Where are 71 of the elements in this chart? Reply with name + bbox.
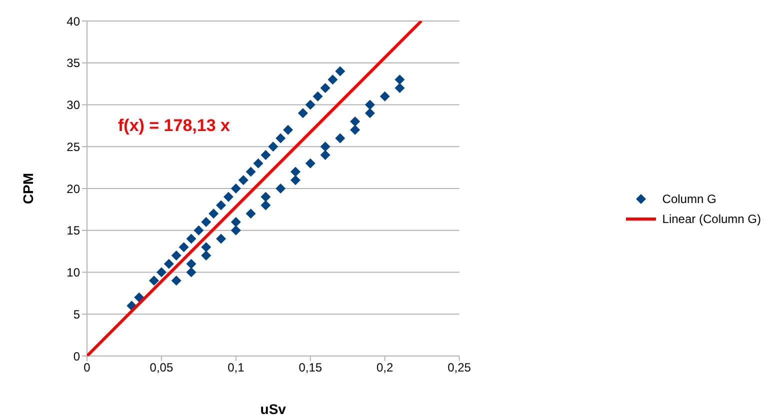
point <box>134 292 144 302</box>
point <box>276 184 286 194</box>
annotation: f(x) = 178,13 x <box>118 116 230 136</box>
point <box>350 124 360 135</box>
point <box>290 175 300 186</box>
point <box>253 158 264 168</box>
x-tick-label: 0,25 <box>448 360 472 375</box>
point <box>208 208 219 219</box>
point <box>290 166 300 177</box>
point <box>305 100 316 110</box>
y-tick-label: 0 <box>73 349 80 364</box>
point <box>186 258 196 269</box>
x-tick-label: 0,2 <box>376 360 394 375</box>
point <box>276 133 286 144</box>
point <box>216 200 226 210</box>
y-tick-label: 35 <box>66 56 80 70</box>
point <box>238 175 248 186</box>
y-tick-label: 20 <box>66 182 80 196</box>
x-tick-label: 0,15 <box>298 360 322 375</box>
point <box>283 124 294 135</box>
x-tick-label: 0,05 <box>150 360 174 375</box>
point <box>305 158 316 168</box>
point <box>156 267 166 278</box>
point <box>260 192 271 202</box>
point <box>380 91 390 102</box>
x-tick-label: 0 <box>84 360 91 375</box>
point <box>171 276 182 286</box>
point <box>320 142 330 152</box>
point <box>328 74 338 85</box>
y-tick-label: 30 <box>66 98 80 112</box>
point <box>223 192 234 202</box>
point <box>201 242 212 252</box>
legend-label: Linear (Column G) <box>662 212 761 226</box>
point <box>230 225 241 236</box>
point <box>194 225 204 236</box>
legend-label: Column G <box>662 192 716 206</box>
point <box>186 234 196 244</box>
y-tick-label: 25 <box>66 140 80 154</box>
point <box>335 133 346 144</box>
y-tick-label: 5 <box>73 307 80 322</box>
point <box>364 108 375 118</box>
point <box>394 83 405 93</box>
point <box>350 116 360 126</box>
point <box>230 217 241 227</box>
point <box>201 250 212 260</box>
point <box>394 74 405 85</box>
point <box>164 258 174 269</box>
point <box>186 267 196 278</box>
point <box>171 250 182 260</box>
point <box>335 66 346 76</box>
x-axis-title: uSv <box>260 401 286 417</box>
point <box>268 142 278 152</box>
point <box>230 184 241 194</box>
point <box>246 166 256 177</box>
point <box>298 108 308 118</box>
point <box>312 91 323 102</box>
y-tick-label: 10 <box>66 266 80 280</box>
point <box>201 217 212 227</box>
point <box>320 150 330 160</box>
y-tick-label: 40 <box>66 14 80 28</box>
point <box>364 100 375 110</box>
x-tick-label: 0,1 <box>228 360 245 375</box>
point <box>149 276 160 286</box>
point <box>260 200 271 210</box>
point <box>178 242 189 252</box>
y-tick-label: 15 <box>66 224 80 238</box>
point <box>216 234 226 244</box>
point <box>246 208 256 219</box>
point <box>320 83 330 93</box>
y-axis-title: CPM <box>20 172 36 204</box>
point <box>260 150 271 160</box>
